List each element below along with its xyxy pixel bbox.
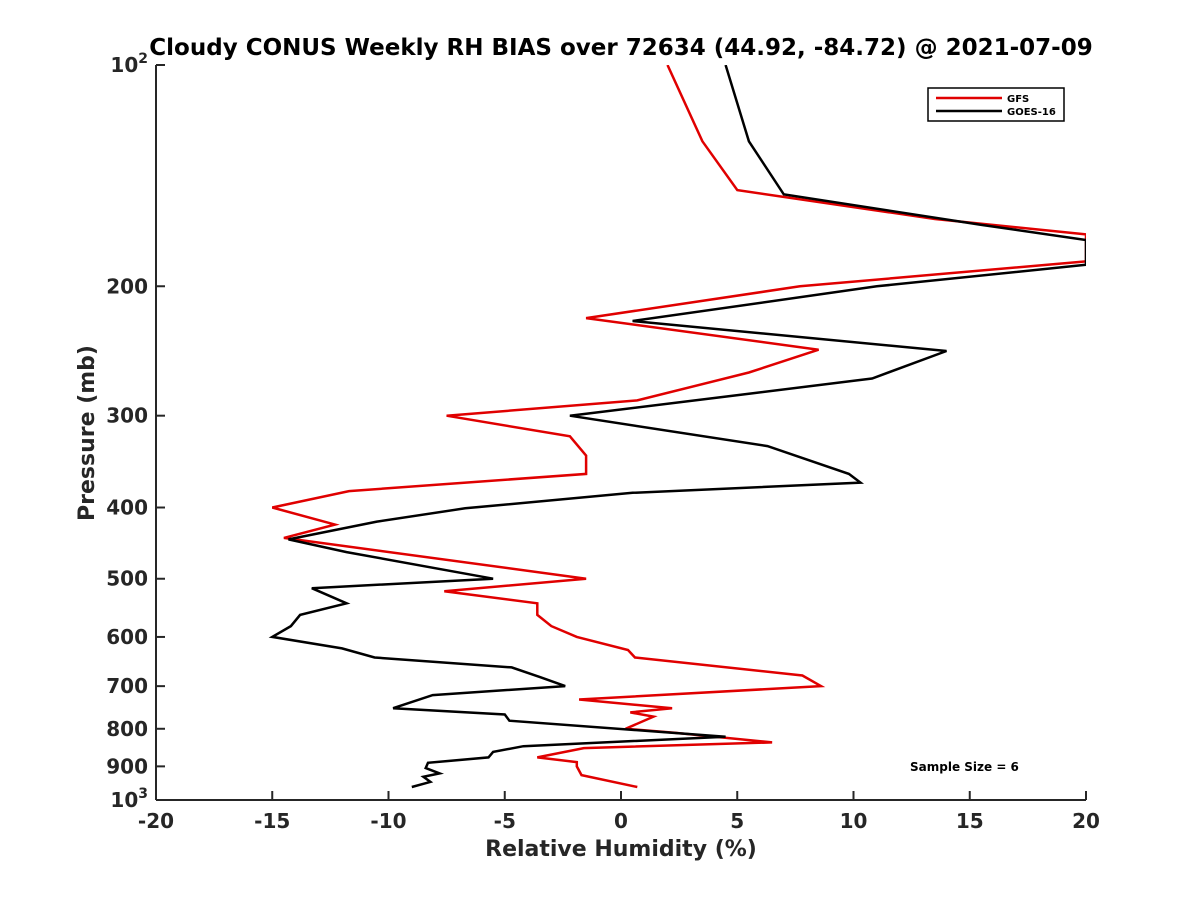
- x-tick-label: 0: [614, 809, 628, 833]
- y-tick-label: 700: [106, 674, 148, 698]
- x-tick-label: -20: [138, 809, 174, 833]
- y-tick-label: 500: [106, 567, 148, 591]
- legend: GFS GOES-16: [927, 87, 1065, 122]
- y-tick-exponent: 2: [138, 51, 148, 67]
- y-tick-label: 800: [106, 717, 148, 741]
- y-tick-label: 200: [106, 274, 148, 298]
- sample-size-annotation: Sample Size = 6: [910, 760, 1019, 774]
- y-tick-label: 300: [106, 404, 148, 428]
- y-tick-label: 600: [106, 625, 148, 649]
- x-axis-ticks: -20 -15 -10 -5 0 5 10 15 20: [138, 791, 1100, 833]
- x-tick-label: -10: [370, 809, 406, 833]
- chart-title: Cloudy CONUS Weekly RH BIAS over 72634 (…: [149, 35, 1092, 61]
- series-line-goes-16: [268, 65, 1086, 789]
- x-tick-label: 20: [1072, 809, 1100, 833]
- x-tick-label: -5: [494, 809, 516, 833]
- y-tick-exponent: 3: [138, 786, 148, 802]
- y-tick-label: 400: [106, 496, 148, 520]
- x-tick-label: -15: [254, 809, 290, 833]
- plot-area: [268, 65, 1086, 789]
- legend-label: GOES-16: [1007, 107, 1056, 118]
- y-axis-title: Pressure (mb): [75, 345, 100, 521]
- x-tick-label: 15: [956, 809, 984, 833]
- legend-box: [927, 87, 1065, 122]
- x-tick-label: 5: [730, 809, 744, 833]
- x-axis-title: Relative Humidity (%): [485, 837, 757, 862]
- x-tick-label: 10: [840, 809, 868, 833]
- y-tick-label: 900: [106, 754, 148, 778]
- legend-label: GFS: [1007, 94, 1029, 105]
